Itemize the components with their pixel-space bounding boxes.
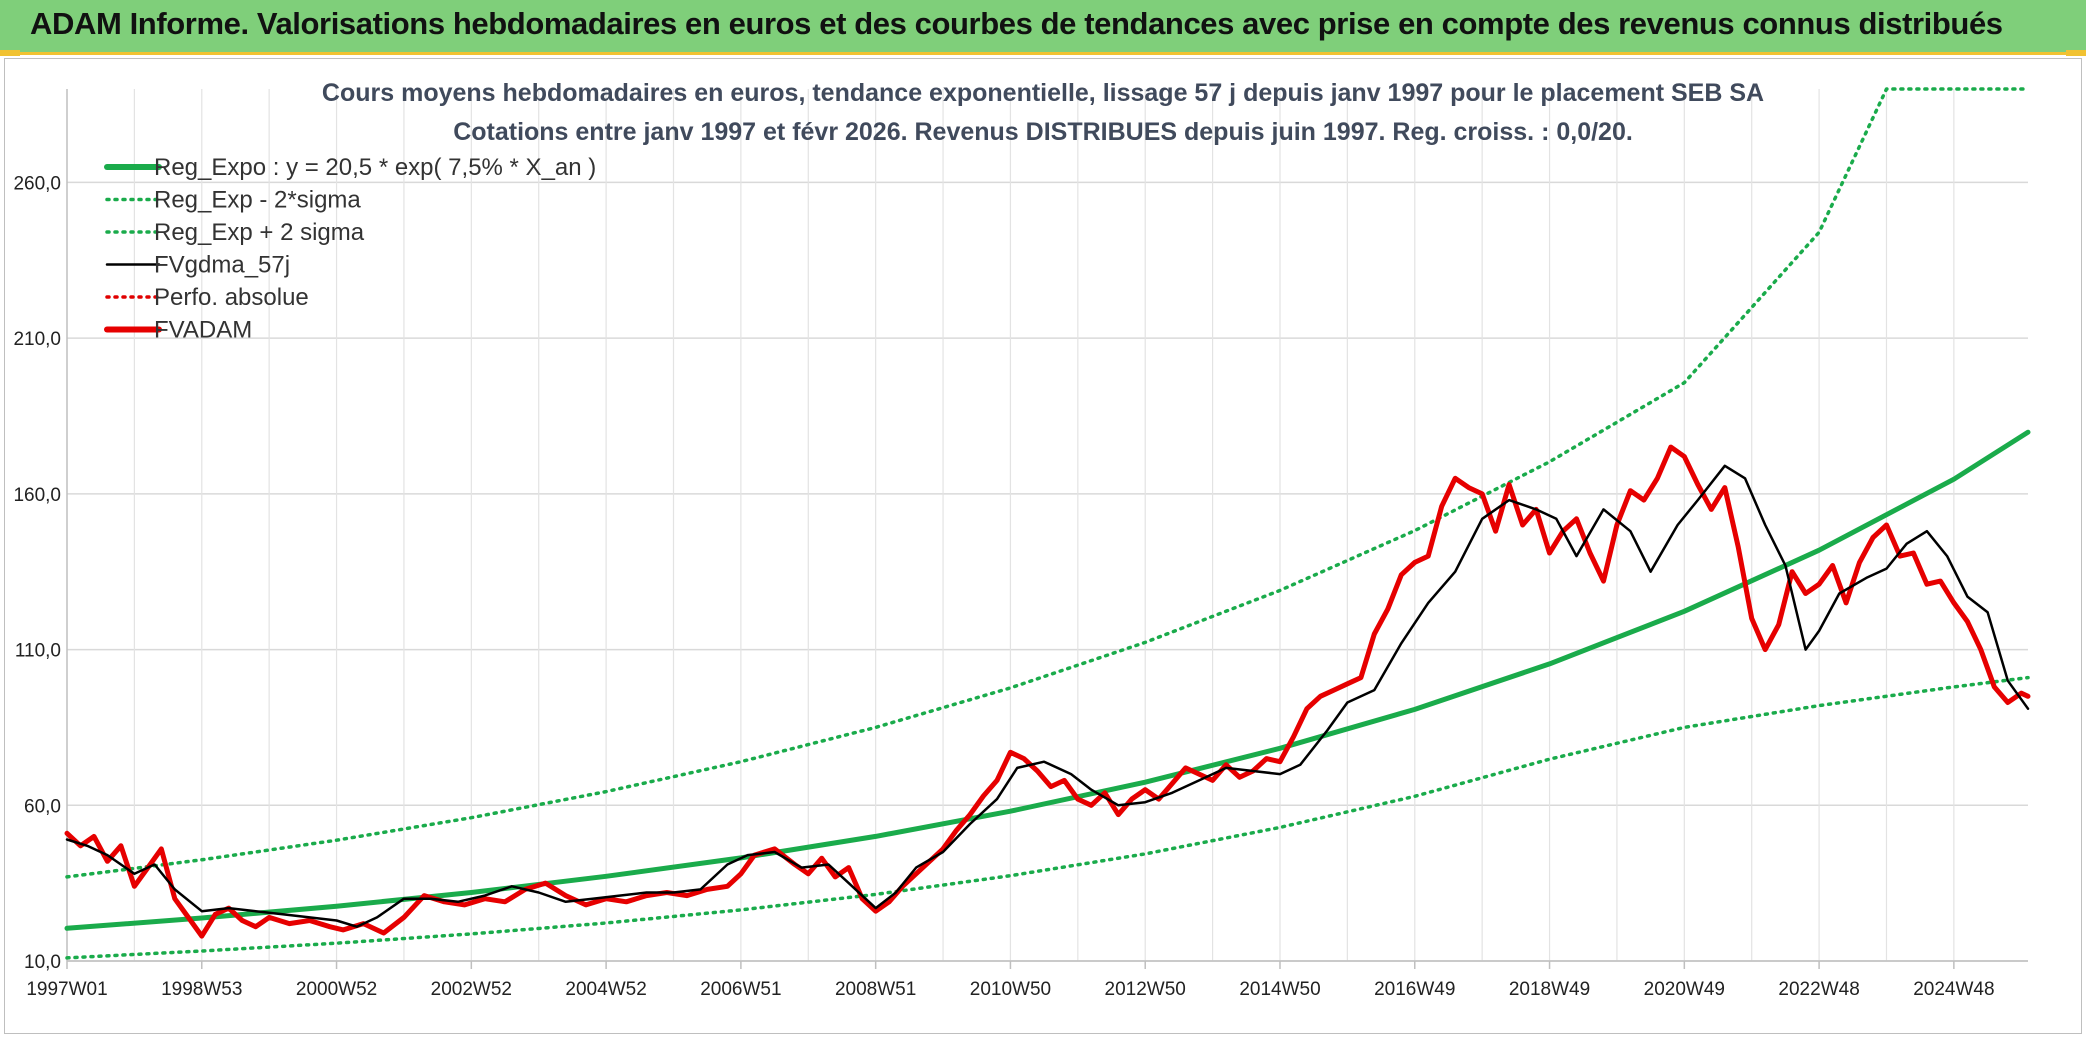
header-bar: ADAM Informe. Valorisations hebdomadaire… (0, 0, 2086, 55)
series-line-5 (64, 444, 2031, 939)
y-tick-label: 60,0 (24, 796, 61, 817)
grid-layer (66, 89, 2028, 962)
legend-label: Reg_Exp - 2*sigma (154, 187, 361, 214)
y-tick-label: 160,0 (13, 485, 61, 506)
page-title: ADAM Informe. Valorisations hebdomadaire… (30, 6, 2003, 41)
x-tick-label: 2018W49 (1509, 979, 1590, 1000)
x-tick-label: 2006W51 (700, 979, 781, 1000)
legend-label: FVgdma_57j (154, 252, 290, 279)
x-tick-label: 2022W48 (1778, 979, 1859, 1000)
chart-title-line2: Cotations entre janv 1997 et févr 2026. … (453, 118, 1633, 146)
legend-label: FVADAM (154, 317, 252, 344)
x-axis: 1997W01 1998W53 2000W52 2002W52 2004W52 2006W… (26, 961, 1995, 1000)
x-tick-label: 1997W01 (26, 979, 107, 1000)
x-tick-label: 2002W52 (431, 979, 512, 1000)
x-tick-label: 2024W48 (1913, 979, 1994, 1000)
corner-marker-right (2066, 50, 2086, 56)
x-tick-label: 2004W52 (565, 979, 646, 1000)
x-tick-label: 1998W53 (161, 979, 242, 1000)
x-tick-label: 2020W49 (1644, 979, 1725, 1000)
y-axis: 10,0 60,0 110,0 160,0 210,0 260,0 (13, 173, 61, 973)
legend-label: Perfo. absolue (154, 284, 309, 311)
legend-label: Reg_Exp + 2 sigma (154, 219, 365, 246)
y-tick-label: 260,0 (13, 173, 61, 194)
legend: Reg_Expo : y = 20,5 * exp( 7,5% * X_an )… (104, 154, 596, 344)
chart-title-line1: Cours moyens hebdomadaires en euros, ten… (322, 79, 1764, 107)
x-tick-label: 2000W52 (296, 979, 377, 1000)
x-tick-label: 2016W49 (1374, 979, 1455, 1000)
series-line-0 (64, 429, 2031, 931)
y-tick-label: 210,0 (13, 329, 61, 350)
y-tick-label: 10,0 (24, 952, 61, 973)
chart-svg: Cours moyens hebdomadaires en euros, ten… (13, 79, 2031, 1000)
legend-label: Reg_Expo : y = 20,5 * exp( 7,5% * X_an ) (154, 154, 596, 181)
x-tick-label: 2008W51 (835, 979, 916, 1000)
corner-marker-left (0, 50, 20, 56)
x-tick-label: 2012W50 (1105, 979, 1186, 1000)
chart-frame: Cours moyens hebdomadaires en euros, ten… (4, 58, 2082, 1034)
series-line-3 (65, 464, 2030, 928)
y-tick-label: 110,0 (15, 641, 61, 662)
series-layer (64, 87, 2031, 960)
x-tick-label: 2014W50 (1239, 979, 1320, 1000)
series-line-1 (65, 675, 2030, 960)
series-line-2 (65, 87, 2030, 879)
x-tick-label: 2010W50 (970, 979, 1051, 1000)
